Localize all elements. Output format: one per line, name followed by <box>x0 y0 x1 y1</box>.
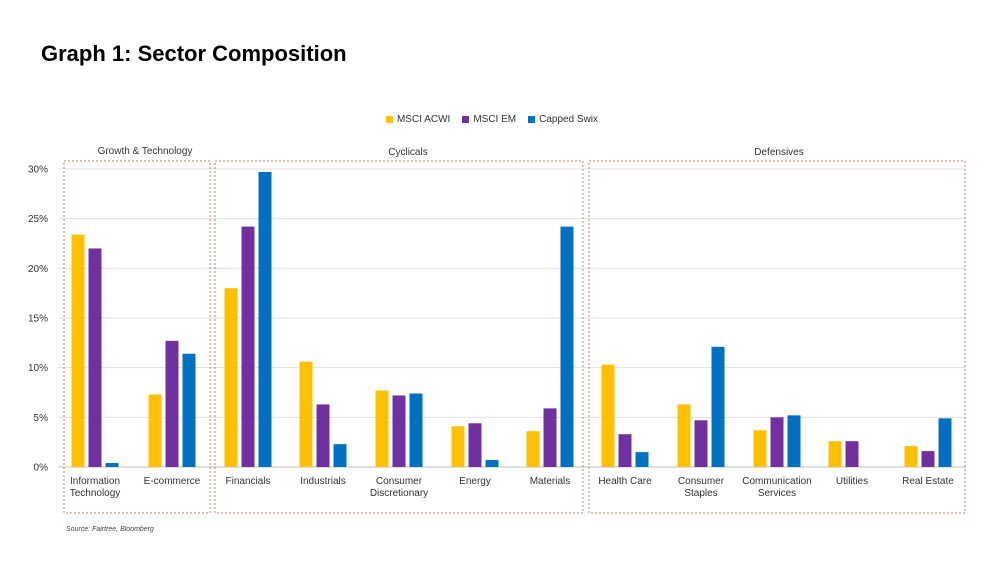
x-tick-label-materials: Materials <box>530 476 571 487</box>
bar-capped-swix-consumer-discretionary <box>409 393 423 467</box>
x-tick-label-communication-services: Communication Services <box>742 476 811 499</box>
bar-capped-swix-consumer-staples <box>711 346 725 467</box>
legend-label-msci-acwi: MSCI ACWI <box>396 114 451 125</box>
legend-label-msci-em: MSCI EM <box>473 114 517 125</box>
bar-capped-swix-financials <box>258 171 272 468</box>
bar-msci-acwi-information-technology <box>71 234 85 467</box>
bar-capped-swix-information-technology <box>105 463 119 467</box>
bar-msci-em-utilities <box>845 441 859 467</box>
x-tick-label-utilities: Utilities <box>836 476 868 487</box>
x-tick-label-health-care: Health Care <box>598 476 652 487</box>
legend-swatch-capped-swix <box>528 116 536 123</box>
bar-capped-swix-real-estate <box>938 418 952 467</box>
bar-msci-em-consumer-staples <box>694 420 708 467</box>
bar-msci-acwi-utilities <box>828 441 842 467</box>
bar-msci-em-e-commerce <box>165 340 179 467</box>
page-title: Graph 1: Sector Composition <box>41 41 347 66</box>
source-note: Source: Fairtree, Bloomberg <box>66 526 154 533</box>
bar-msci-acwi-industrials <box>299 361 313 467</box>
bar-msci-acwi-energy <box>451 426 465 467</box>
x-tick-label-energy: Energy <box>459 476 491 487</box>
y-tick-label-20: 20% <box>28 264 48 275</box>
legend-item-msci-acwi: MSCI ACWI <box>385 114 451 125</box>
bar-msci-em-materials <box>543 408 557 467</box>
y-tick-label-0: 0% <box>34 463 49 474</box>
group-label-defensives: Defensives <box>754 147 803 158</box>
bar-capped-swix-health-care <box>635 452 649 467</box>
bar-capped-swix-e-commerce <box>182 353 196 467</box>
legend-swatch-msci-acwi <box>385 116 393 123</box>
x-tick-label-consumer-staples: Consumer Staples <box>678 476 725 499</box>
x-tick-label-e-commerce: E-commerce <box>144 476 201 487</box>
chart-legend: MSCI ACWI MSCI EM Capped Swix <box>0 114 984 125</box>
bar-capped-swix-communication-services <box>787 415 801 467</box>
x-tick-label-consumer-discretionary: Consumer Discretionary <box>370 476 428 499</box>
legend-item-capped-swix: Capped Swix <box>528 114 598 125</box>
y-tick-label-15: 15% <box>28 314 48 325</box>
legend-swatch-msci-em <box>462 116 470 123</box>
bar-msci-em-financials <box>241 226 255 467</box>
bar-msci-em-industrials <box>316 404 330 467</box>
bar-msci-acwi-financials <box>224 288 238 467</box>
x-tick-label-industrials: Industrials <box>300 476 346 487</box>
bar-msci-acwi-materials <box>526 431 540 467</box>
bar-msci-acwi-health-care <box>601 364 615 467</box>
legend-label-capped-swix: Capped Swix <box>539 114 599 125</box>
bar-msci-em-information-technology <box>88 248 102 467</box>
y-tick-label-5: 5% <box>34 413 49 424</box>
bar-capped-swix-industrials <box>333 444 347 467</box>
y-tick-label-30: 30% <box>28 165 48 176</box>
bar-msci-acwi-consumer-discretionary <box>375 390 389 467</box>
bar-msci-em-energy <box>468 423 482 467</box>
bar-msci-em-communication-services <box>770 417 784 467</box>
bar-capped-swix-materials <box>560 226 574 467</box>
group-label-cyclicals: Cyclicals <box>388 147 427 158</box>
y-tick-label-25: 25% <box>28 214 48 225</box>
x-tick-label-financials: Financials <box>225 476 270 487</box>
x-tick-label-information-technology: Information Technology <box>70 476 121 499</box>
y-tick-label-10: 10% <box>28 363 48 374</box>
bar-msci-acwi-real-estate <box>904 446 918 467</box>
bar-msci-em-consumer-discretionary <box>392 395 406 467</box>
x-tick-label-real-estate: Real Estate <box>902 476 954 487</box>
legend-item-msci-em: MSCI EM <box>462 114 516 125</box>
bar-capped-swix-energy <box>485 460 499 467</box>
bar-msci-em-real-estate <box>921 451 935 467</box>
group-box-defensives <box>588 160 966 514</box>
bar-msci-acwi-communication-services <box>753 430 767 467</box>
bar-msci-acwi-consumer-staples <box>677 404 691 467</box>
group-box-cyclicals <box>214 160 584 514</box>
bar-msci-acwi-e-commerce <box>148 394 162 467</box>
bar-msci-em-health-care <box>618 434 632 467</box>
group-label-growth-technology: Growth & Technology <box>98 146 193 157</box>
group-box-growth-technology <box>63 160 211 514</box>
